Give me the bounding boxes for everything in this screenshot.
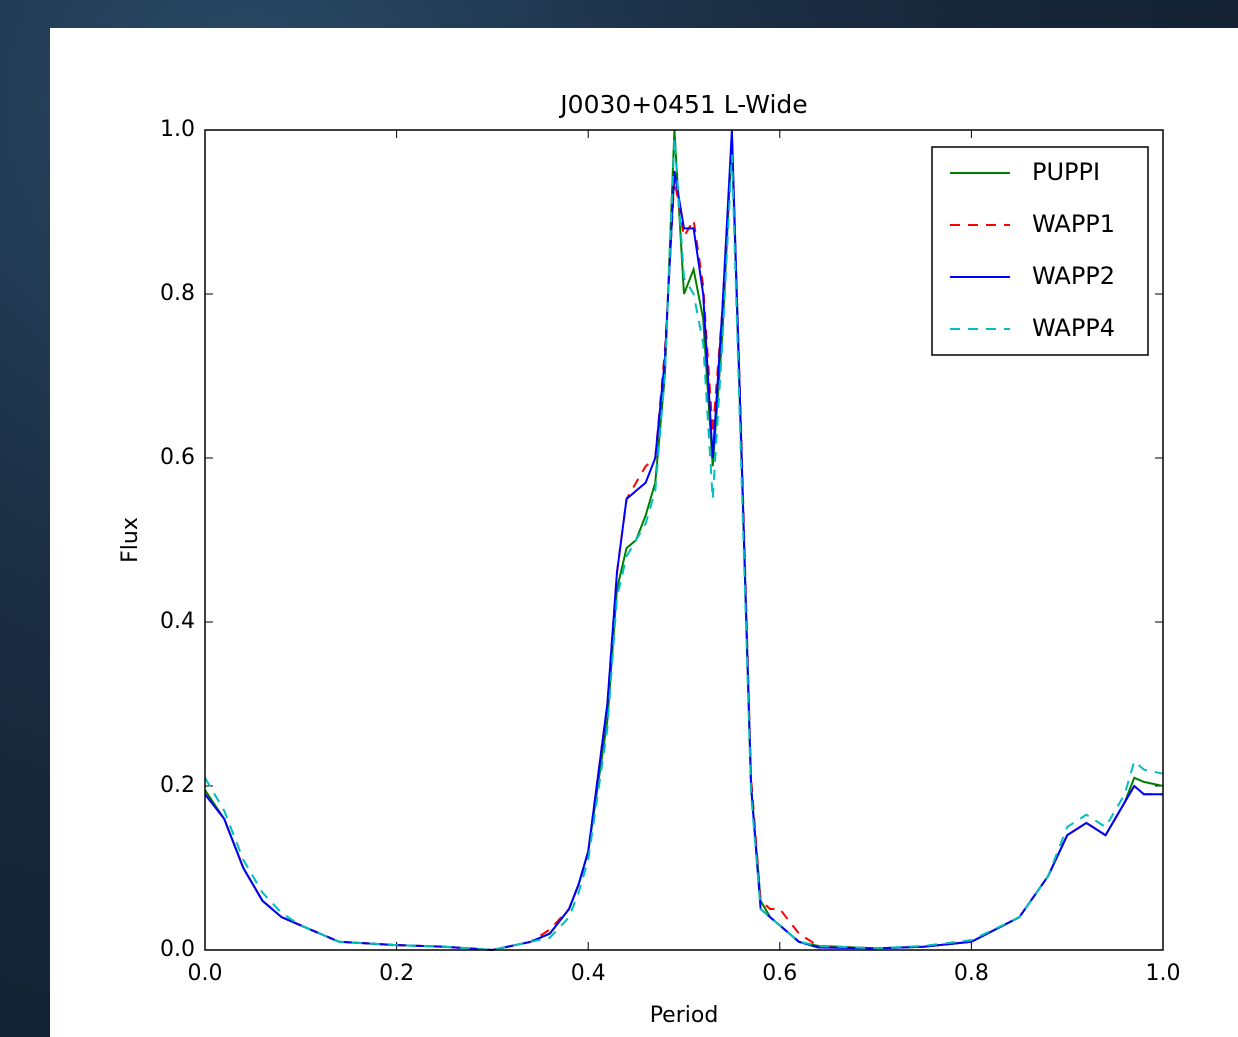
x-tick-label: 0.8 [954, 961, 989, 986]
legend-label: WAPP1 [1032, 210, 1115, 238]
x-tick-label: 0.0 [188, 961, 223, 986]
y-tick-label: 0.0 [160, 937, 195, 962]
y-tick-label: 0.4 [160, 609, 195, 634]
legend-box [931, 146, 1149, 356]
series-line [204, 138, 1164, 952]
y-axis-label: Flux [118, 517, 143, 563]
y-tick-label: 0.8 [160, 281, 195, 306]
y-tick-label: 0.6 [160, 445, 195, 470]
x-tick-label: 0.2 [379, 961, 414, 986]
legend-label: WAPP2 [1032, 262, 1115, 290]
plot-frame [204, 129, 1164, 951]
y-tick-label: 1.0 [160, 117, 195, 142]
x-axis-label: Period [650, 1003, 719, 1028]
chart-title: J0030+0451 L-Wide [558, 90, 807, 119]
x-tick-label: 0.4 [571, 961, 606, 986]
x-tick-label: 0.6 [762, 961, 797, 986]
legend-label: WAPP4 [1032, 314, 1115, 342]
x-tick-label: 1.0 [1146, 961, 1181, 986]
y-tick-label: 0.2 [160, 773, 195, 798]
legend-label: PUPPI [1032, 158, 1100, 186]
